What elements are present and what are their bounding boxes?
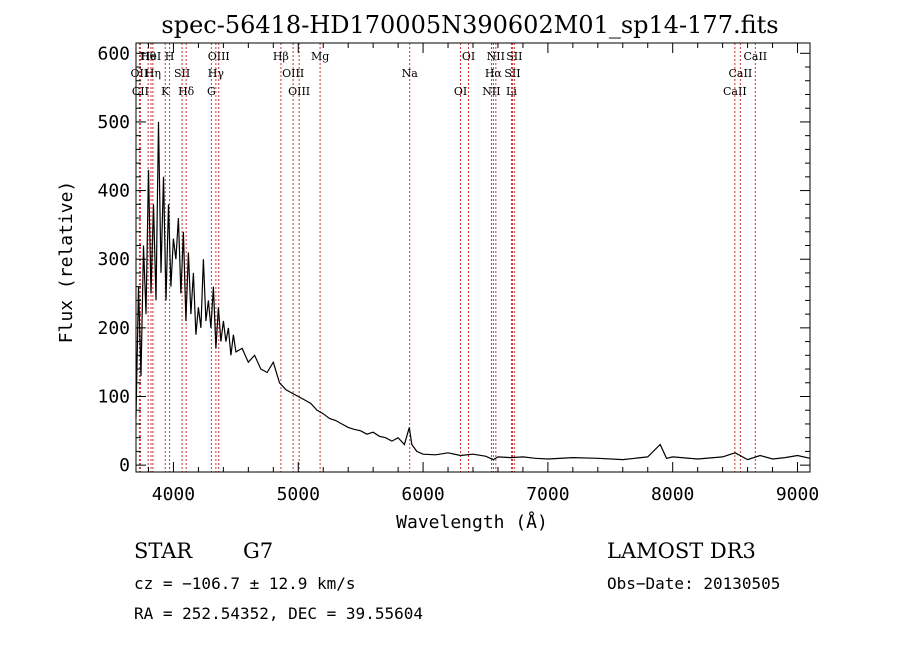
line-label: NII	[487, 50, 505, 63]
redshift-velocity: cz = −106.7 ± 12.9 km/s	[134, 574, 356, 593]
x-axis-ticks: 4000 5000 6000 7000 8000 9000	[147, 43, 819, 505]
x-tick-label: 6000	[401, 484, 444, 505]
y-tick-label: 300	[97, 249, 130, 270]
x-tick-label: 7000	[526, 484, 569, 505]
observation-date: Obs−Date: 20130505	[607, 574, 780, 593]
line-label: OIII	[282, 67, 304, 80]
line-label: SII	[506, 50, 522, 63]
spectrum-series	[135, 121, 811, 461]
y-axis-ticks: 0 100 200 300 400 500 600	[97, 43, 810, 476]
line-label: Hδ	[178, 85, 195, 98]
plot-frame	[135, 42, 811, 473]
y-axis-label: Flux (relative)	[56, 181, 77, 344]
x-tick-label: 8000	[651, 484, 694, 505]
line-label: CaII	[729, 67, 753, 80]
line-label: SII	[504, 67, 520, 80]
coordinates: RA = 252.54352, DEC = 39.55604	[134, 604, 423, 623]
emission-line-markers	[138, 43, 756, 472]
x-tick-label: 9000	[776, 484, 819, 505]
line-label: OIII	[288, 85, 310, 98]
line-label: Hβ	[273, 50, 289, 63]
chart-title: spec-56418-HD170005N390602M01_sp14-177.f…	[161, 11, 778, 39]
y-tick-label: 200	[97, 318, 130, 339]
line-label: H	[165, 50, 175, 63]
emission-line-labels: HθOIICIIHeIHηKHSIIHδOIIIHγGHβOIIIOIIIMgN…	[131, 50, 768, 98]
object-subclass: G7	[243, 539, 273, 563]
line-label: SII	[174, 67, 190, 80]
line-label: OII	[131, 67, 149, 80]
y-tick-label: 600	[97, 43, 130, 64]
line-label: CaII	[743, 50, 767, 63]
line-label: OI	[462, 50, 475, 63]
y-tick-label: 400	[97, 181, 130, 202]
line-label: OIII	[208, 50, 230, 63]
line-label: Na	[402, 67, 419, 80]
survey-name: LAMOST DR3	[607, 539, 756, 563]
line-label: Hγ	[208, 67, 225, 80]
line-label: NII	[482, 85, 500, 98]
x-axis-label: Wavelength (Å)	[396, 511, 548, 533]
y-tick-label: 500	[97, 112, 130, 133]
line-label: Hα	[485, 67, 503, 80]
spectrum-line	[135, 121, 811, 461]
line-label: Li	[506, 85, 517, 98]
line-label: Hη	[145, 67, 161, 80]
x-tick-label: 5000	[277, 484, 320, 505]
y-tick-label: 0	[119, 455, 130, 476]
x-tick-label: 4000	[152, 484, 195, 505]
object-class: STAR	[134, 539, 193, 563]
line-label: Mg	[311, 50, 329, 63]
line-label: G	[207, 85, 216, 98]
line-label: OI	[454, 85, 467, 98]
line-label: K	[161, 85, 170, 98]
line-label: CaII	[723, 85, 747, 98]
y-tick-label: 100	[97, 386, 130, 407]
line-label: CII	[132, 85, 149, 98]
line-label: HeI	[141, 50, 161, 63]
